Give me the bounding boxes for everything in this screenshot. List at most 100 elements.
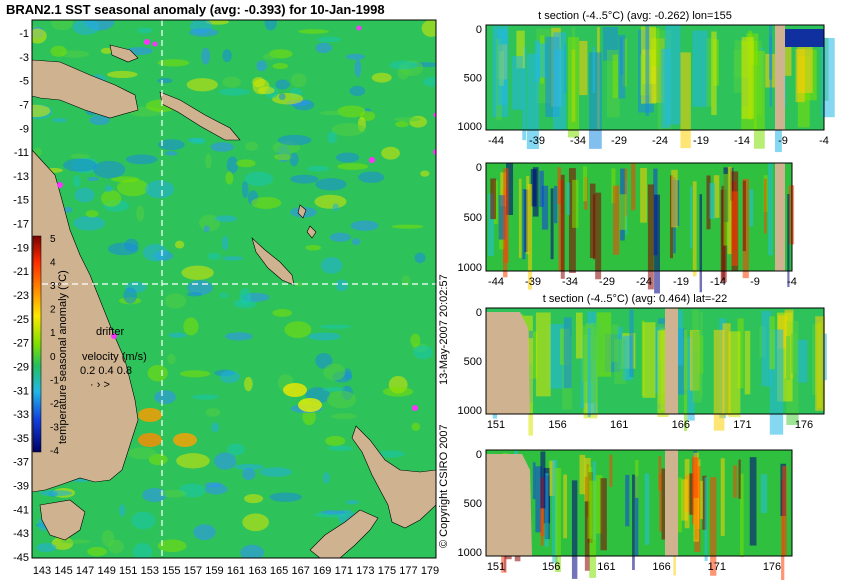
lat-tick-label: -35 (13, 433, 29, 445)
lat-tick-label: -7 (19, 99, 29, 111)
lat-tick-label: -45 (13, 552, 29, 564)
lat-tick-label: -9 (19, 123, 29, 135)
lon-tick-label: 149 (97, 565, 115, 577)
section-panel-4: 0 500 1000 151 156 161 166 171 176 (458, 449, 793, 580)
map-colorbar: 5 4 3 2 1 0 -1 -2 -3 -4 temperature seasonal anom… (32, 234, 69, 457)
map-colorbar-tick: 4 (50, 258, 56, 269)
lat-tick-label: -25 (13, 314, 29, 326)
lon-tick-label: 147 (76, 565, 94, 577)
section-x-tick: -39 (525, 276, 541, 288)
section-y-tick: 0 (476, 162, 482, 174)
section-y-tick: 0 (476, 449, 482, 461)
section-land (486, 454, 532, 556)
lon-tick-label: 151 (119, 565, 137, 577)
lat-tick-label: -27 (13, 338, 29, 350)
lon-tick-label: 169 (313, 565, 331, 577)
lon-tick-label: 163 (248, 565, 266, 577)
lat-tick-label: -5 (19, 76, 29, 88)
section-x-tick: 151 (487, 561, 505, 573)
lon-tick-label: 177 (399, 565, 417, 577)
map-title: BRAN2.1 SST seasonal anomaly (avg: -0.39… (6, 2, 385, 17)
drifter-label: drifter (96, 326, 124, 338)
section-land (665, 308, 678, 414)
section-frame (485, 307, 825, 415)
section-x-tick: 171 (708, 561, 726, 573)
map-colorbar-tick: 5 (50, 234, 56, 245)
lon-tick-label: 161 (227, 565, 245, 577)
lat-tick-label: -21 (13, 266, 29, 278)
lat-tick-label: -37 (13, 457, 29, 469)
section-x-tick: 156 (548, 419, 566, 431)
section-y-tick: 500 (464, 73, 482, 85)
lat-tick-label: -41 (13, 504, 29, 516)
map-colorbar-ticks: 5 4 3 2 1 0 -1 -2 -3 -4 (50, 234, 59, 457)
lat-tick-label: -1 (19, 28, 29, 40)
velocity-label: velocity (m/s) (82, 351, 147, 363)
lat-tick-label: -15 (13, 195, 29, 207)
map-frame (31, 19, 437, 559)
map-colorbar-tick: -4 (50, 446, 59, 457)
map-land-nz-south (309, 509, 379, 558)
lat-tick-label: -23 (13, 290, 29, 302)
section-y-tick: 500 (464, 356, 482, 368)
section-x-tick: -39 (529, 135, 545, 147)
lon-tick-label: 171 (335, 565, 353, 577)
map-colorbar-tick: -1 (50, 375, 59, 386)
section-x-tick: 161 (597, 561, 615, 573)
section-frame (485, 162, 793, 272)
section-y-tick: 500 (464, 212, 482, 224)
section-x-tick: 176 (795, 419, 813, 431)
map-colorbar-gradient (32, 235, 42, 453)
section-panel-2: 0 500 1000 -44 -39 -34 -29 -24 -19 -14 -9 -4 (458, 162, 797, 294)
lon-tick-label: 143 (33, 565, 51, 577)
section-land (775, 163, 785, 271)
lat-tick-label: -31 (13, 385, 29, 397)
section-panel-1: t section (-4..5°C) (avg: -0.262) lon=15… (458, 10, 835, 153)
map-colorbar-tick: -3 (50, 422, 59, 433)
timestamp-text: 13-May-2007 20:02:57 (438, 274, 450, 385)
section-title: t section (-4..5°C) (avg: 0.464) lat=-22 (543, 293, 727, 305)
lon-tick-label: 155 (162, 565, 180, 577)
velocity-scale: 0.2 0.4 0.8 (80, 365, 132, 377)
drifter-markers (57, 25, 436, 411)
map-land-png (32, 59, 139, 119)
section-land (486, 312, 530, 414)
lat-tick-label: -43 (13, 528, 29, 540)
map-lon-ticks: 143 145 147 149 151 153 155 157 159 161 163 165 167 1… (33, 565, 439, 577)
velocity-arrows: · › > (90, 379, 110, 391)
section-x-tick: 171 (733, 419, 751, 431)
section-x-tick: 161 (610, 419, 628, 431)
map-land-nz-north (351, 425, 436, 529)
section-x-tick: -4 (819, 135, 829, 147)
lon-tick-label: 145 (54, 565, 72, 577)
section-panels: t section (-4..5°C) (avg: -0.262) lon=15… (458, 10, 835, 580)
section-x-tick: 151 (487, 419, 505, 431)
section-x-tick: 176 (763, 561, 781, 573)
section-x-tick: -34 (570, 135, 586, 147)
map-land-new-caledonia (251, 237, 295, 286)
main-map (32, 20, 436, 558)
section-x-tick: -4 (787, 276, 797, 288)
lon-tick-label: 159 (205, 565, 223, 577)
section-x-tick: -29 (611, 135, 627, 147)
map-land-new-ireland (109, 44, 139, 63)
section-x-tick: -19 (693, 135, 709, 147)
section-x-tick: -9 (750, 276, 760, 288)
lon-tick-label: 175 (378, 565, 396, 577)
copyright-text: © Copyright CSIRO 2007 (438, 424, 450, 548)
lon-tick-label: 153 (141, 565, 159, 577)
section-panel-3: t section (-4..5°C) (avg: 0.464) lat=-22… (458, 293, 827, 436)
section-x-tick: -19 (673, 276, 689, 288)
map-land-new-britain (159, 91, 241, 141)
section-y-tick: 0 (476, 24, 482, 36)
lat-tick-label: -13 (13, 171, 29, 183)
section-y-tick: 0 (476, 307, 482, 319)
map-colorbar-tick: 3 (50, 281, 56, 292)
section-x-tick: -14 (734, 135, 750, 147)
section-y-tick: 1000 (458, 405, 482, 417)
section-x-tick: 166 (672, 419, 690, 431)
map-colorbar-tick: 2 (50, 305, 56, 316)
section-x-tick: -34 (562, 276, 578, 288)
lat-tick-label: -17 (13, 219, 29, 231)
